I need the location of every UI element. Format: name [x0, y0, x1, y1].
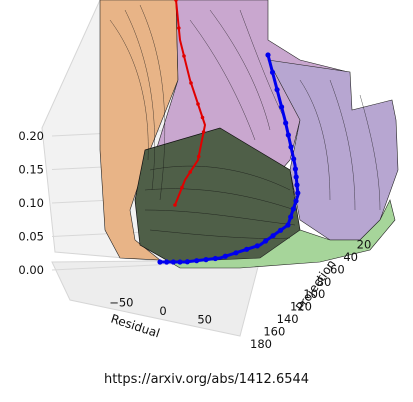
series-1-point: [244, 247, 249, 252]
series-0-point: [197, 155, 201, 159]
series-1-point: [288, 144, 293, 149]
series-1-point: [270, 70, 275, 75]
series-1-point: [283, 120, 288, 125]
series-1-point: [279, 104, 284, 109]
series-1-point: [265, 52, 270, 57]
source-caption: https://arxiv.org/abs/1412.6544: [0, 372, 413, 387]
series-1-point: [291, 156, 296, 161]
series-1-point: [278, 228, 283, 233]
series-1-point: [185, 259, 190, 264]
series-1-point: [164, 259, 169, 264]
series-1-point: [286, 132, 291, 137]
z-tick-label: 0.05: [18, 230, 44, 244]
series-1-point: [203, 257, 208, 262]
z-tick-label: 0.15: [18, 163, 44, 177]
series-1-point: [288, 214, 293, 219]
series-0-point: [177, 26, 181, 30]
series-0-point: [189, 81, 193, 85]
surface: [100, 0, 398, 268]
series-0-point: [180, 186, 184, 190]
series-0-point: [202, 130, 206, 134]
series-1-point: [270, 233, 275, 238]
z-tick-label: 0.10: [18, 196, 44, 210]
z-tick-label: 0.20: [18, 129, 44, 143]
z-tick-label: 0.00: [18, 263, 44, 277]
series-1-point: [294, 182, 299, 187]
series-1-point: [274, 87, 279, 92]
series-1-point: [293, 198, 298, 203]
y-axis-label: Projection: [293, 257, 339, 314]
y-tick-label: 180: [250, 337, 272, 351]
series-1-point: [233, 250, 238, 255]
series-1-point: [223, 254, 228, 259]
series-1-point: [295, 190, 300, 195]
series-0-point: [188, 170, 192, 174]
x-tick-label: 0: [159, 304, 166, 318]
series-1-point: [171, 259, 176, 264]
x-tick-label: −50: [109, 296, 133, 310]
series-0-point: [173, 203, 177, 207]
y-tick-label: 20: [357, 237, 372, 251]
series-0-point: [182, 54, 186, 58]
series-1-point: [177, 259, 182, 264]
series-0-point: [196, 102, 200, 106]
series-1-point: [157, 259, 162, 264]
x-tick-label: 50: [197, 312, 212, 326]
series-1-point: [263, 238, 268, 243]
series-1-point: [293, 166, 298, 171]
series-1-point: [294, 174, 299, 179]
series-0-point: [201, 116, 205, 120]
series-1-point: [194, 258, 199, 263]
y-tick-label: 40: [343, 250, 358, 264]
series-1-point: [291, 206, 296, 211]
series-1-point: [285, 222, 290, 227]
surface-chart: 0.000.050.100.150.20−5005020406080100120…: [0, 0, 413, 362]
series-1-point: [213, 256, 218, 261]
series-1-point: [255, 243, 260, 248]
